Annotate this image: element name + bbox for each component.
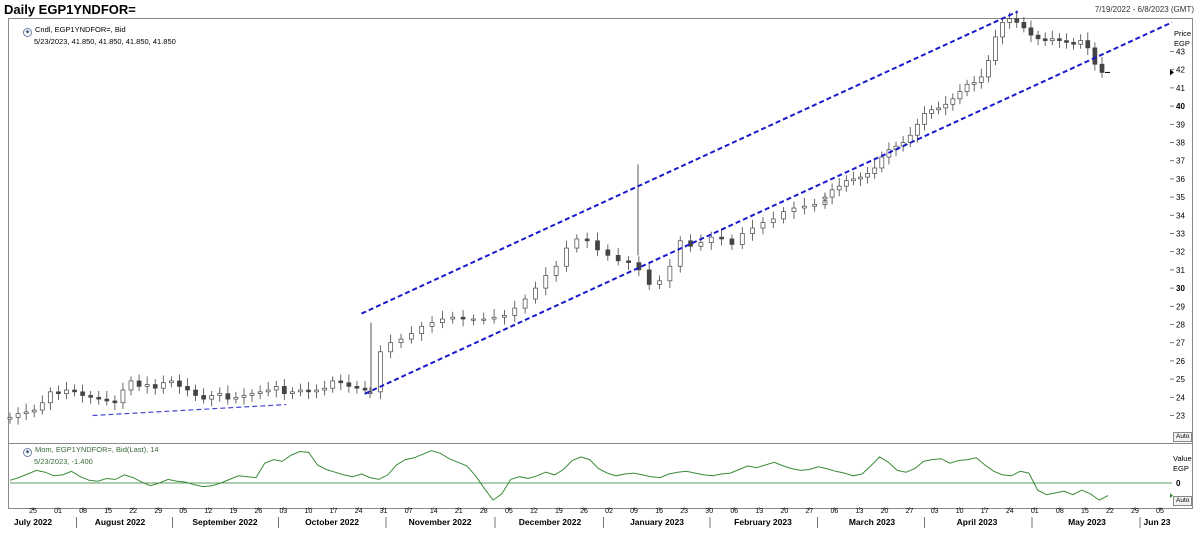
chart-title: Daily EGP1YNDFOR= xyxy=(4,2,136,17)
momentum-auto-button[interactable]: Auto xyxy=(1173,496,1193,506)
day-tick-label: 05 xyxy=(179,508,187,515)
day-tick-label: 06 xyxy=(831,508,839,515)
day-tick-label: 20 xyxy=(780,508,788,515)
day-tick-label: 08 xyxy=(1056,508,1064,515)
day-tick-label: 15 xyxy=(1081,508,1089,515)
month-label: November 2022 xyxy=(409,517,472,527)
day-tick-label: 14 xyxy=(430,508,438,515)
price-legend-name: Cndl, EGP1YNDFOR=, Bid xyxy=(35,25,126,34)
day-tick-label: 30 xyxy=(705,508,713,515)
day-tick-label: 20 xyxy=(881,508,889,515)
day-tick-label: 29 xyxy=(1131,508,1139,515)
day-tick-label: 16 xyxy=(655,508,663,515)
title-bar: Daily EGP1YNDFOR= 7/19/2022 - 6/8/2023 (… xyxy=(0,0,1200,18)
price-legend-values: 5/23/2023, 41.850, 41.850, 41.850, 41.85… xyxy=(34,37,176,46)
momentum-legend-name: Mom, EGP1YNDFOR=, Bid(Last), 14 xyxy=(35,445,159,454)
day-tick-label: 13 xyxy=(755,508,763,515)
price-axis-unit: EGP xyxy=(1174,39,1190,48)
day-tick-label: 03 xyxy=(280,508,288,515)
day-tick-label: 06 xyxy=(730,508,738,515)
day-tick-label: 01 xyxy=(1031,508,1039,515)
day-tick-label: 07 xyxy=(405,508,413,515)
day-tick-label: 05 xyxy=(1156,508,1164,515)
day-tick-label: 31 xyxy=(380,508,388,515)
legend-settings-icon[interactable]: ◆ xyxy=(23,28,32,37)
date-range: 7/19/2022 - 6/8/2023 (GMT) xyxy=(1094,5,1194,14)
day-tick-label: 22 xyxy=(1106,508,1114,515)
day-tick-label: 22 xyxy=(129,508,137,515)
time-axis: 25 01 08 15 22 29 05 12 19 26 03 10 17 24 31 07 14 21 28 05… xyxy=(14,507,1171,528)
month-label: October 2022 xyxy=(305,517,359,527)
day-tick-label: 27 xyxy=(805,508,813,515)
momentum-axis-unit: EGP xyxy=(1173,464,1189,473)
day-tick-label: 05 xyxy=(505,508,513,515)
day-tick-label: 23 xyxy=(680,508,688,515)
day-tick-label: 24 xyxy=(355,508,363,515)
month-label: September 2022 xyxy=(192,517,257,527)
month-label: December 2022 xyxy=(519,517,582,527)
month-label: July 2022 xyxy=(14,517,53,527)
month-label: April 2023 xyxy=(957,517,998,527)
price-auto-button[interactable]: Auto xyxy=(1173,432,1193,442)
month-label: Jun 23 xyxy=(1144,517,1171,527)
day-tick-label: 13 xyxy=(856,508,864,515)
day-tick-label: 26 xyxy=(255,508,263,515)
day-tick-label: 10 xyxy=(956,508,964,515)
day-tick-label: 17 xyxy=(330,508,338,515)
day-tick-label: 12 xyxy=(204,508,212,515)
day-tick-label: 19 xyxy=(555,508,563,515)
day-tick-label: 19 xyxy=(229,508,237,515)
day-tick-label: 01 xyxy=(54,508,62,515)
month-label: August 2022 xyxy=(95,517,146,527)
day-tick-label: 15 xyxy=(104,508,112,515)
day-tick-label: 09 xyxy=(630,508,638,515)
legend-settings-icon[interactable]: ◆ xyxy=(23,448,32,457)
price-panel[interactable]: ◆ Cndl, EGP1YNDFOR=, Bid 5/23/2023, 41.85… xyxy=(8,18,1193,444)
month-label: January 2023 xyxy=(630,517,684,527)
day-tick-label: 24 xyxy=(1006,508,1014,515)
momentum-legend-values: 5/23/2023, -1.400 xyxy=(34,457,93,466)
month-label: May 2023 xyxy=(1068,517,1106,527)
day-tick-label: 12 xyxy=(530,508,538,515)
day-tick-label: 29 xyxy=(154,508,162,515)
day-tick-label: 28 xyxy=(480,508,488,515)
day-tick-label: 25 xyxy=(29,508,37,515)
momentum-panel[interactable]: ◆ Mom, EGP1YNDFOR=, Bid(Last), 14 5/23/20… xyxy=(8,443,1193,509)
day-tick-label: 08 xyxy=(79,508,87,515)
month-label: March 2023 xyxy=(849,517,896,527)
day-tick-label: 17 xyxy=(981,508,989,515)
day-tick-label: 03 xyxy=(931,508,939,515)
day-tick-label: 10 xyxy=(305,508,313,515)
momentum-legend: ◆ Mom, EGP1YNDFOR=, Bid(Last), 14 5/23/20… xyxy=(23,445,159,467)
momentum-axis-title: Value xyxy=(1173,454,1192,463)
day-tick-label: 02 xyxy=(605,508,613,515)
price-legend: ◆ Cndl, EGP1YNDFOR=, Bid 5/23/2023, 41.85… xyxy=(23,25,176,47)
day-tick-label: 21 xyxy=(455,508,463,515)
month-label: February 2023 xyxy=(734,517,792,527)
day-tick-label: 27 xyxy=(906,508,914,515)
day-tick-label: 26 xyxy=(580,508,588,515)
price-axis-title: Price xyxy=(1174,29,1192,38)
